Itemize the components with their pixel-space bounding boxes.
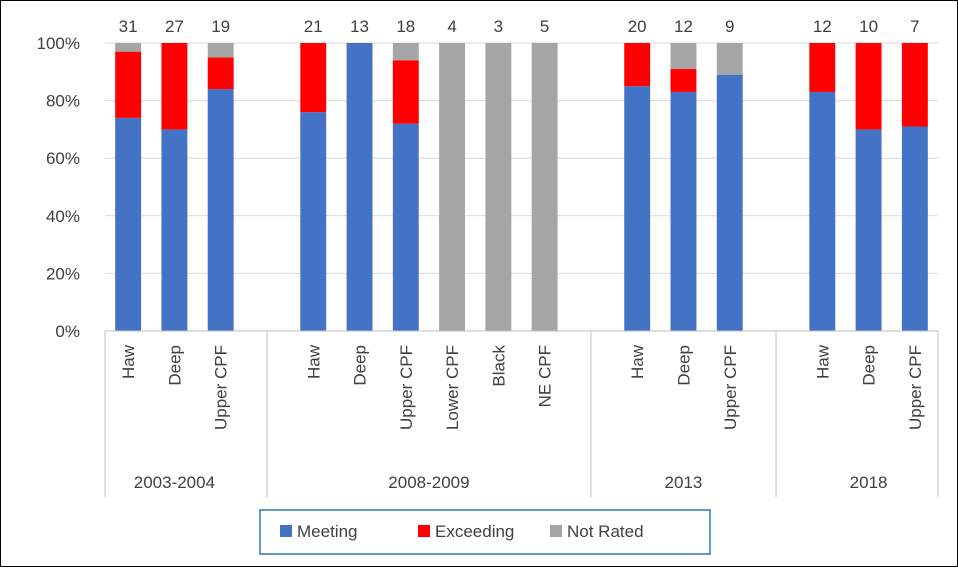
x-category-label: Haw <box>304 344 323 379</box>
bar-total-label: 9 <box>725 17 734 36</box>
bar-meeting <box>670 91 697 332</box>
x-group-label: 2018 <box>850 473 888 492</box>
bar-exceeding <box>161 43 188 130</box>
bar-meeting <box>161 129 188 331</box>
bar-exceeding <box>624 43 651 87</box>
bar-not-rated <box>716 43 743 75</box>
legend-box <box>259 509 711 555</box>
x-category-label: Deep <box>860 345 879 386</box>
bar-total-label: 20 <box>628 17 647 36</box>
bar-exceeding <box>809 43 836 92</box>
bar-meeting <box>716 74 743 332</box>
legend-swatch-not-rated <box>550 525 562 537</box>
x-category-label: Deep <box>351 345 370 386</box>
bar-not-rated <box>485 43 512 331</box>
bar-total-label: 3 <box>494 17 503 36</box>
x-category-label: NE CPF <box>536 345 555 407</box>
x-category-label: Lower CPF <box>443 345 462 430</box>
legend-label: Meeting <box>297 522 357 541</box>
x-category-label: Haw <box>119 344 138 379</box>
bar-total-label: 5 <box>540 17 549 36</box>
legend-swatch-exceeding <box>418 525 430 537</box>
x-category-label: Deep <box>165 345 184 386</box>
bar-exceeding <box>855 43 882 130</box>
bar-meeting <box>624 86 651 331</box>
bar-meeting <box>809 91 836 332</box>
bar-not-rated <box>392 43 419 61</box>
legend-label: Exceeding <box>435 522 514 541</box>
x-category-label: Deep <box>674 345 693 386</box>
x-group-label: 2008-2009 <box>388 473 469 492</box>
bar-meeting <box>901 126 928 332</box>
bar-total-label: 18 <box>396 17 415 36</box>
bar-not-rated <box>207 43 234 58</box>
bar-exceeding <box>207 57 234 90</box>
y-tick-label: 0% <box>55 322 80 341</box>
bar-meeting <box>855 129 882 331</box>
bar-exceeding <box>901 43 928 127</box>
bar-total-label: 12 <box>813 17 832 36</box>
bar-not-rated <box>439 43 466 331</box>
y-tick-label: 100% <box>37 34 80 53</box>
x-category-label: Haw <box>813 344 832 379</box>
legend-swatch-meeting <box>280 525 292 537</box>
bar-exceeding <box>670 68 697 92</box>
y-tick-label: 40% <box>46 207 80 226</box>
y-tick-label: 60% <box>46 149 80 168</box>
bar-exceeding <box>300 43 327 113</box>
y-tick-label: 20% <box>46 264 80 283</box>
bar-total-label: 13 <box>350 17 369 36</box>
bar-total-label: 31 <box>119 17 138 36</box>
x-category-label: Black <box>489 345 508 387</box>
bar-meeting <box>115 117 142 331</box>
x-category-label: Upper CPF <box>212 345 231 430</box>
bar-total-label: 27 <box>165 17 184 36</box>
x-category-label: Haw <box>628 344 647 379</box>
bar-total-label: 4 <box>447 17 456 36</box>
x-category-label: Upper CPF <box>721 345 740 430</box>
bar-total-label: 12 <box>674 17 693 36</box>
legend-label: Not Rated <box>567 522 644 541</box>
bar-total-label: 21 <box>304 17 323 36</box>
bar-not-rated <box>670 43 697 69</box>
bar-meeting <box>207 89 234 331</box>
bar-not-rated <box>531 43 558 331</box>
bar-meeting <box>300 112 327 332</box>
x-category-label: Upper CPF <box>906 345 925 430</box>
x-group-label: 2003-2004 <box>134 473 215 492</box>
bar-meeting <box>392 123 419 331</box>
bar-exceeding <box>392 60 419 124</box>
bar-total-label: 19 <box>211 17 230 36</box>
x-category-label: Upper CPF <box>397 345 416 430</box>
bar-exceeding <box>115 51 142 118</box>
bar-not-rated <box>115 43 142 52</box>
y-tick-label: 80% <box>46 92 80 111</box>
bar-meeting <box>346 43 373 331</box>
bar-total-label: 10 <box>859 17 878 36</box>
bar-total-label: 7 <box>910 17 919 36</box>
x-group-label: 2013 <box>665 473 703 492</box>
